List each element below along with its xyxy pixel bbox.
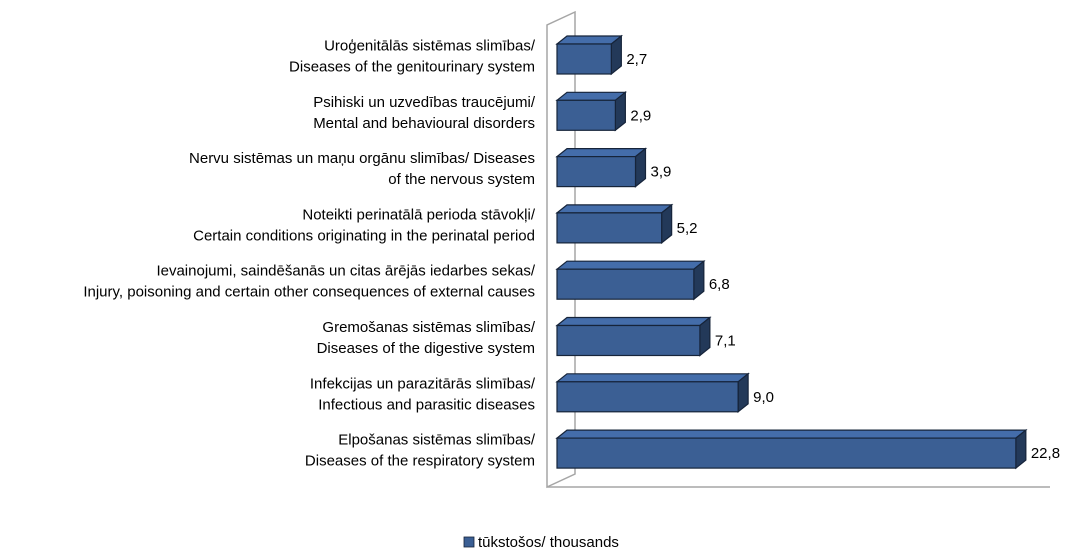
- category-label: Diseases of the respiratory system: [305, 453, 535, 470]
- bar-top: [555, 35, 624, 45]
- legend-swatch: [463, 536, 475, 548]
- bar: [555, 34, 624, 76]
- category-label: Noteikti perinatālā perioda stāvokļi/: [302, 206, 535, 223]
- value-label: 2,9: [630, 107, 651, 124]
- bar-front: [556, 212, 663, 244]
- category-label: Ievainojumi, saindēšanās un citas ārējās…: [156, 263, 535, 280]
- value-label: 3,9: [650, 164, 671, 181]
- plot-walls: [546, 10, 1050, 489]
- bar: [555, 316, 712, 357]
- value-label: 22,8: [1031, 445, 1060, 462]
- category-label: Infekcijas un parazitārās slimības/: [310, 375, 536, 392]
- bar-front: [556, 324, 701, 357]
- bar-front: [556, 381, 739, 413]
- category-label: Uroģenitālās sistēmas slimības/: [324, 37, 536, 54]
- bar-top: [555, 316, 712, 327]
- bar-front: [556, 268, 695, 300]
- category-label: Infectious and parasitic diseases: [318, 396, 535, 413]
- bar: [555, 147, 648, 188]
- bar: [555, 428, 1028, 470]
- bar-front: [556, 156, 637, 188]
- value-label: 2,7: [626, 51, 647, 68]
- bar-top: [555, 91, 628, 101]
- category-label: Injury, poisoning and certain other cons…: [83, 284, 535, 301]
- bar-front: [556, 99, 616, 131]
- category-label: Nervu sistēmas un maņu orgānu slimības/ …: [189, 150, 535, 167]
- bar-top: [555, 260, 706, 270]
- category-label: of the nervous system: [388, 171, 535, 188]
- bar-front: [556, 43, 612, 75]
- bar: [555, 91, 628, 132]
- bar-top: [555, 373, 750, 383]
- category-label: Psihiski un uzvedības traucējumi/: [313, 94, 536, 111]
- category-label: Diseases of the digestive system: [317, 340, 535, 357]
- bar: [555, 259, 706, 301]
- value-label: 7,1: [715, 332, 736, 349]
- value-label: 5,2: [677, 220, 698, 237]
- category-label: Certain conditions originating in the pe…: [193, 227, 535, 244]
- category-label: Gremošanas sistēmas slimības/: [322, 319, 535, 336]
- category-label: Diseases of the genitourinary system: [289, 58, 535, 75]
- value-label: 6,8: [709, 276, 730, 293]
- legend-label: tūkstošos/ thousands: [478, 534, 619, 551]
- category-label: Mental and behavioural disorders: [313, 115, 535, 132]
- bar-top: [555, 148, 648, 158]
- bar: [555, 203, 674, 245]
- value-label: 9,0: [753, 389, 774, 406]
- bar-top: [555, 204, 674, 214]
- bar-top: [555, 429, 1028, 439]
- bar-front: [556, 437, 1017, 469]
- bar: [555, 372, 750, 414]
- category-label: Elpošanas sistēmas slimības/: [338, 432, 536, 449]
